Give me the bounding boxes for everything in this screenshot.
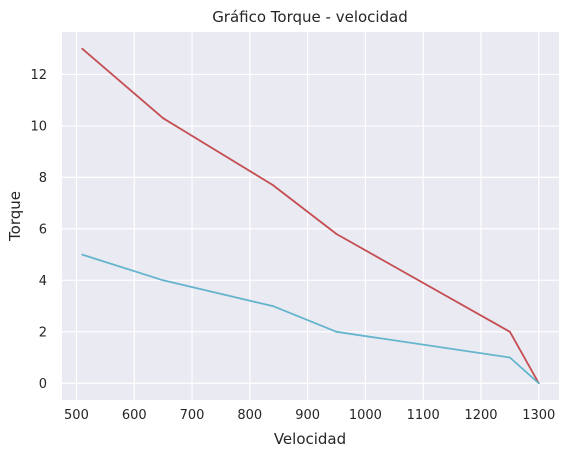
y-tick-label-3: 6 <box>39 222 47 237</box>
y-axis-label: Torque <box>6 191 24 242</box>
y-tick-label-0: 0 <box>39 377 47 392</box>
series-2-point-1 <box>162 279 165 282</box>
y-tick-label-1: 2 <box>39 325 47 340</box>
series-2-point-3 <box>335 330 338 333</box>
x-axis-label: Velocidad <box>274 430 346 448</box>
y-tick-label-4: 8 <box>39 171 47 186</box>
series-group <box>81 47 540 385</box>
series-1-point-0 <box>81 47 84 50</box>
y-tick-labels: 0 2 4 6 8 10 12 <box>30 68 47 392</box>
series-1-point-3 <box>335 233 338 235</box>
series-line-2 <box>81 253 540 384</box>
x-tick-label-0: 500 <box>64 408 89 423</box>
x-tick-label-1: 600 <box>122 408 147 423</box>
x-tick-label-7: 1200 <box>464 408 497 423</box>
plot-area <box>62 32 559 400</box>
series-2-point-2 <box>272 305 274 307</box>
y-tick-label-2: 4 <box>39 274 47 289</box>
y-tick-label-5: 10 <box>30 119 47 134</box>
y-tick-label-6: 12 <box>30 68 47 83</box>
grid <box>62 32 559 400</box>
series-1-point-4 <box>508 330 511 333</box>
series-1-point-2 <box>272 184 274 187</box>
series-2-point-0 <box>81 253 84 256</box>
x-tick-labels: 500 600 700 800 900 1000 1100 1200 1300 <box>64 408 555 423</box>
x-tick-label-6: 1100 <box>407 408 440 423</box>
x-tick-label-3: 800 <box>237 408 262 423</box>
series-2-point-5 <box>537 382 540 385</box>
series-1-point-1 <box>162 117 165 120</box>
x-tick-label-8: 1300 <box>522 408 555 423</box>
x-tick-label-4: 900 <box>295 408 320 423</box>
x-tick-label-2: 700 <box>180 408 205 423</box>
series-line-1 <box>81 48 540 384</box>
series-2-point-4 <box>508 356 511 359</box>
x-tick-label-5: 1000 <box>349 408 382 423</box>
chart-title: Gráfico Torque - velocidad <box>212 8 408 26</box>
